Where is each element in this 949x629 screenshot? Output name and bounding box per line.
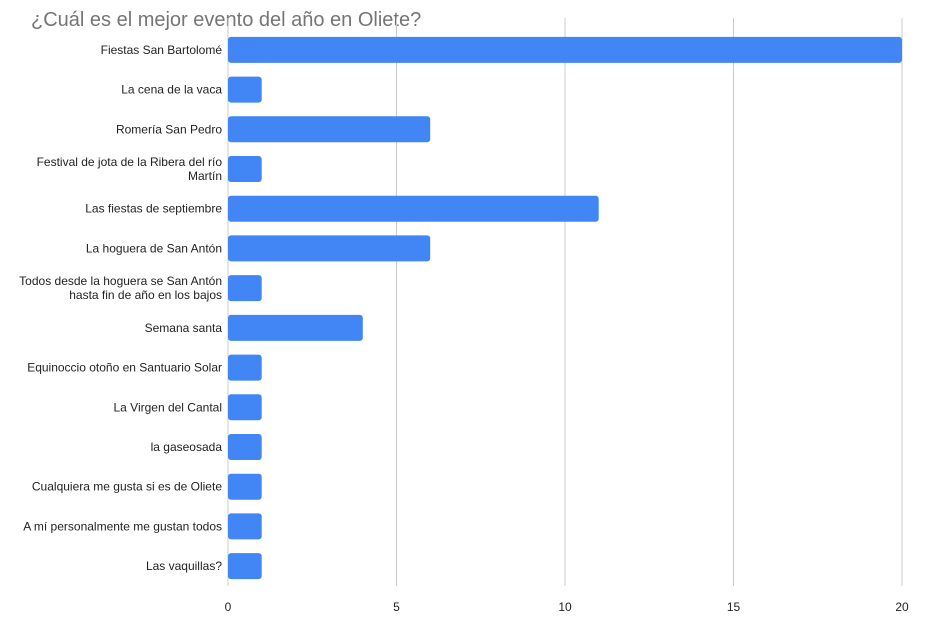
category-labels: Fiestas San Bartolomé La cena de la vaca R… [19, 43, 222, 573]
x-tick-label: 10 [558, 600, 572, 614]
category-label: Las vaquillas? [146, 559, 222, 573]
bar [228, 354, 262, 381]
bar [228, 434, 262, 460]
x-axis-tick-labels: 0 5 10 15 20 [225, 600, 909, 614]
bar [228, 156, 262, 182]
category-label: La cena de la vaca [121, 83, 222, 97]
bar [228, 513, 262, 540]
bar [228, 314, 363, 341]
bar [228, 116, 431, 143]
category-label: Festival de jota de la Ribera del río Mar… [37, 155, 223, 183]
bar [228, 195, 599, 222]
chart-title: ¿Cuál es el mejor evento del año en Olie… [31, 9, 422, 31]
category-label: Todos desde la hoguera se San Antón hasta… [19, 274, 222, 302]
category-label: Fiestas San Bartolomé [101, 43, 223, 57]
grid-lines [227, 18, 903, 586]
category-label: Equinoccio otoño en Santuario Solar [27, 361, 222, 375]
category-label: A mí personalmente me gustan todos [23, 519, 222, 533]
bar [228, 394, 262, 421]
category-label: Romería San Pedro [116, 122, 222, 136]
category-label: la gaseosada [151, 440, 223, 454]
bar [228, 275, 262, 302]
bar [228, 473, 262, 500]
bar [228, 553, 262, 580]
category-label: La hoguera de San Antón [86, 241, 222, 255]
bar [228, 76, 262, 103]
bar [228, 235, 431, 262]
bar [228, 36, 902, 63]
category-label: La Virgen del Cantal [113, 400, 222, 414]
x-tick-label: 5 [393, 600, 400, 614]
category-label: Cualquiera me gusta si es de Oliete [32, 480, 222, 494]
category-label: Las fiestas de septiembre [85, 202, 222, 216]
category-label: Semana santa [145, 321, 223, 335]
x-tick-label: 20 [895, 600, 909, 614]
bars [228, 36, 902, 580]
x-tick-label: 0 [225, 600, 232, 614]
x-tick-label: 15 [727, 600, 741, 614]
